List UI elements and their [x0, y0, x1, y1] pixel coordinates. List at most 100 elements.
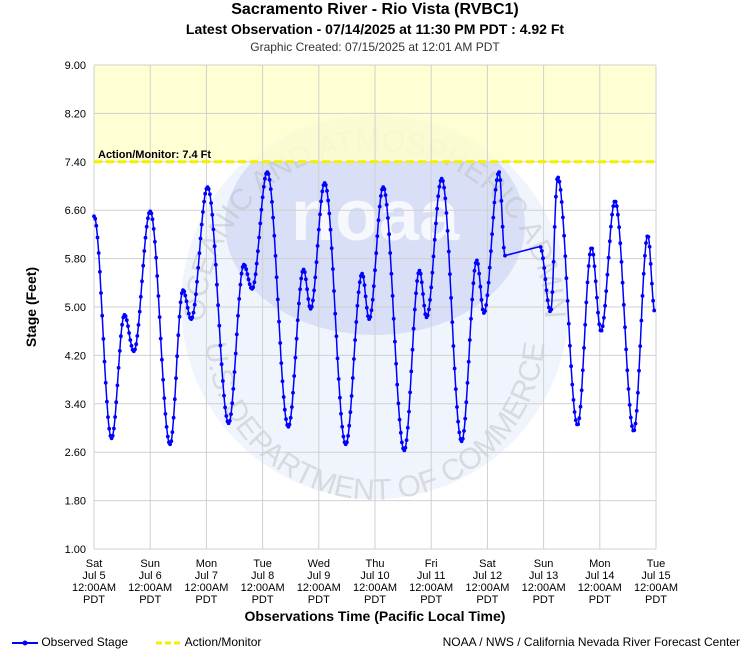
observed-stage-point — [597, 322, 602, 327]
observed-stage-point — [595, 295, 599, 300]
observed-stage-point — [281, 395, 286, 399]
observed-stage-point — [135, 334, 140, 338]
observed-stage-point — [641, 271, 646, 276]
observed-stage-point — [448, 272, 452, 276]
x-tick-label: Jul 13 — [529, 570, 558, 582]
observed-stage-point — [623, 325, 627, 330]
observed-stage-point — [393, 339, 397, 344]
observed-stage-point — [328, 227, 333, 232]
observed-stage-point — [576, 422, 580, 427]
observed-stage-point — [353, 338, 357, 342]
observed-stage-point — [210, 212, 215, 217]
x-tick-label: PDT — [533, 594, 555, 606]
observed-stage-point — [102, 359, 107, 364]
observed-stage-point — [253, 272, 258, 277]
observed-stage-point — [434, 221, 438, 226]
observed-stage-point — [218, 343, 223, 348]
observed-stage-point — [593, 279, 598, 284]
x-axis-label: Observations Time (Pacific Local Time) — [245, 608, 506, 624]
observed-stage-point — [229, 412, 233, 416]
observed-stage-point — [292, 374, 297, 378]
observed-stage-point — [246, 277, 251, 282]
observed-stage-point — [245, 272, 250, 276]
observed-stage-point — [336, 377, 341, 381]
observed-stage-point — [182, 289, 187, 294]
y-tick-label: 2.60 — [65, 447, 86, 459]
observed-stage-point — [543, 277, 548, 282]
observed-stage-point — [107, 426, 112, 431]
observed-stage-point — [435, 206, 439, 211]
observed-stage-point — [580, 368, 585, 373]
observed-stage-point — [318, 212, 322, 217]
observed-stage-point — [644, 241, 648, 245]
observed-stage-point — [596, 310, 600, 315]
observed-stage-point — [209, 201, 214, 205]
observed-stage-point — [239, 271, 244, 276]
legend-action-label: Action/Monitor — [184, 635, 262, 649]
observed-stage-point — [638, 344, 643, 348]
observed-stage-point — [421, 292, 425, 296]
observed-stage-point — [472, 268, 477, 273]
observed-stage-point — [206, 187, 211, 191]
observed-stage-point — [354, 320, 359, 324]
observed-stage-point — [231, 387, 236, 391]
x-tick-label: PDT — [476, 594, 498, 606]
observed-stage-point — [341, 434, 346, 439]
observed-stage-point — [356, 290, 361, 295]
observed-stage-point — [410, 347, 415, 352]
observed-stage-point — [150, 217, 155, 222]
observed-stage-point — [643, 253, 647, 258]
observed-stage-point — [297, 301, 301, 306]
observed-stage-point — [501, 245, 506, 250]
observed-stage-point — [348, 410, 353, 415]
observed-stage-point — [609, 224, 613, 229]
x-tick-label: Tue — [647, 558, 666, 570]
observed-stage-series — [92, 170, 657, 453]
observed-stage-point — [565, 299, 570, 303]
observed-stage-point — [648, 262, 653, 266]
legend-observed: Observed Stage — [12, 635, 128, 649]
observed-stage-point — [539, 249, 544, 253]
observed-stage-point — [492, 200, 497, 205]
observed-stage-point — [334, 334, 339, 339]
observed-stage-point — [261, 184, 266, 189]
observed-stage-point — [234, 332, 239, 337]
observed-stage-point — [140, 279, 144, 284]
x-tick-label: Tue — [253, 558, 272, 570]
observed-stage-point — [616, 212, 620, 217]
observed-stage-point — [311, 298, 315, 303]
observed-stage-point — [165, 434, 170, 439]
observed-stage-point — [213, 262, 218, 267]
observed-stage-point — [192, 302, 197, 307]
observed-stage-point — [119, 334, 123, 339]
y-tick-label: 4.20 — [65, 350, 86, 362]
observed-stage-point — [455, 405, 459, 409]
x-tick-label: PDT — [195, 594, 217, 606]
observed-stage-point — [549, 307, 554, 312]
observed-stage-point — [585, 280, 590, 285]
observed-stage-point — [414, 291, 418, 296]
observed-stage-point — [544, 288, 549, 293]
observed-stage-point — [98, 269, 102, 274]
observed-stage-point — [583, 322, 588, 327]
x-tick-label: 12:00AM — [465, 582, 509, 594]
observed-stage-point — [198, 236, 203, 241]
observed-stage-point — [149, 211, 154, 216]
observed-stage-point — [282, 407, 287, 412]
observed-stage-point — [634, 408, 639, 413]
y-axis-label: Stage (Feet) — [23, 267, 39, 347]
observed-stage-point — [170, 430, 175, 434]
observed-stage-point — [94, 223, 99, 228]
observed-stage-point — [195, 279, 199, 284]
observed-stage-point — [137, 309, 142, 314]
observed-stage-point — [571, 398, 576, 402]
observed-stage-point — [315, 244, 320, 248]
x-tick-label: Jul 8 — [251, 570, 274, 582]
observed-stage-point — [280, 379, 285, 384]
observed-stage-point — [288, 415, 293, 420]
observed-stage-point — [470, 297, 475, 302]
x-tick-label: 12:00AM — [184, 582, 228, 594]
observed-stage-point — [319, 199, 323, 204]
observed-stage-point — [422, 303, 427, 308]
observed-stage-point — [566, 321, 571, 326]
